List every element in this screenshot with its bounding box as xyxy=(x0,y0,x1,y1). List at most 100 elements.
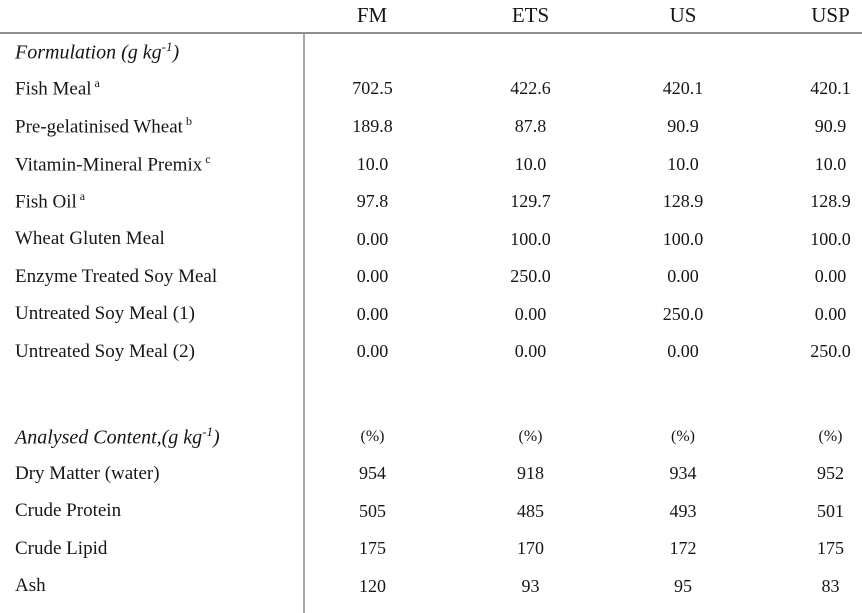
section-title-analysed-content: Analysed Content,(g kg-1) xyxy=(0,418,305,455)
value-cell: 0.00 xyxy=(356,266,389,286)
table-header-row: FM ETS US USP xyxy=(0,0,862,34)
value-cell: 95 xyxy=(674,575,692,596)
row-label: Fish Oil a xyxy=(0,183,305,220)
row-label-text: Fish Oil xyxy=(15,191,77,213)
row-label-text: Crude Lipid xyxy=(15,537,108,559)
value-cell: 0.00 xyxy=(667,341,699,361)
value-cell: 128.9 xyxy=(810,191,851,211)
row-label-text: Vitamin-Mineral Premix xyxy=(15,154,203,176)
value-cell: 10.0 xyxy=(667,153,699,174)
superscript-unit: -1 xyxy=(202,423,214,439)
row-label: Untreated Soy Meal (1) xyxy=(0,295,305,333)
spacer-cell xyxy=(0,605,305,613)
value-cell: 702.5 xyxy=(352,77,393,98)
row-label: Crude Lipid xyxy=(0,530,305,567)
section-title-close: ) xyxy=(172,41,180,64)
value-cell: 129.7 xyxy=(510,191,551,211)
value-cell: 485 xyxy=(517,500,544,521)
spacer-cell xyxy=(0,370,305,394)
superscript-unit: -1 xyxy=(161,38,173,54)
footnote-marker: a xyxy=(79,189,86,204)
row-label: Fish Meal a xyxy=(0,69,305,107)
unit-cell: (%) xyxy=(818,427,843,445)
table-row-ash: Ash 120 93 95 83 xyxy=(0,567,862,605)
row-label-text: Crude Protein xyxy=(15,500,122,521)
row-label-text: Pre-gelatinised Wheat xyxy=(15,116,183,138)
value-cell: 100.0 xyxy=(510,228,551,249)
section-title-text: Formulation (g kg xyxy=(15,41,162,64)
row-label-text: Fish Meal xyxy=(15,78,92,100)
spacer-cell xyxy=(759,394,862,418)
value-cell: 90.9 xyxy=(814,115,847,136)
value-cell: 87.8 xyxy=(514,115,547,136)
spacer-cell xyxy=(454,370,607,394)
value-cell: 189.8 xyxy=(352,115,393,136)
value-cell: 175 xyxy=(817,538,844,558)
value-cell: 10.0 xyxy=(814,153,847,174)
row-label: Enzyme Treated Soy Meal xyxy=(0,258,305,295)
footnote-marker: b xyxy=(185,113,192,128)
column-header-us: US xyxy=(607,0,759,34)
spacer-cell xyxy=(759,370,862,394)
footnote-marker: c xyxy=(205,151,211,166)
value-cell: 420.1 xyxy=(662,77,704,98)
value-cell: 934 xyxy=(669,463,697,483)
value-cell: 10.0 xyxy=(356,153,389,174)
unit-cell: (%) xyxy=(518,427,543,445)
spacer-cell xyxy=(759,605,862,613)
row-label-text: Enzyme Treated Soy Meal xyxy=(15,265,218,287)
unit-cell: (%) xyxy=(360,427,385,445)
unit-cell: (%) xyxy=(671,427,695,445)
table-row-dry-matter: Dry Matter (water) 954 918 934 952 xyxy=(0,455,862,492)
value-cell xyxy=(454,33,607,69)
section-title-formulation: Formulation (g kg-1) xyxy=(0,33,305,69)
table-row-us-meal-2: Untreated Soy Meal (2) 0.00 0.00 0.00 25… xyxy=(0,333,862,370)
spacer-row xyxy=(0,605,862,613)
header-corner-cell xyxy=(0,0,304,34)
value-cell: 250.0 xyxy=(662,303,704,324)
table-row-pregel-wheat: Pre-gelatinised Wheat b 189.8 87.8 90.9 9… xyxy=(0,107,862,145)
value-cell: 83 xyxy=(821,575,840,596)
value-cell: 97.8 xyxy=(356,191,389,211)
value-cell: 0.00 xyxy=(814,303,847,324)
value-cell: 420.1 xyxy=(810,77,851,98)
value-cell: 501 xyxy=(817,500,844,521)
row-label: Untreated Soy Meal (2) xyxy=(0,333,305,370)
value-cell: 100.0 xyxy=(662,228,704,249)
section-row-analysed-content: Analysed Content,(g kg-1) (%) (%) (%) (%… xyxy=(0,418,862,455)
table-row-crude-protein: Crude Protein 505 485 493 501 xyxy=(0,492,862,530)
value-cell: 128.9 xyxy=(662,191,704,211)
value-cell: 0.00 xyxy=(356,341,389,361)
value-cell: 0.00 xyxy=(356,228,389,249)
value-cell: 100.0 xyxy=(810,228,851,249)
value-cell: 0.00 xyxy=(356,303,389,324)
column-header-usp: USP xyxy=(759,0,862,34)
value-cell: 10.0 xyxy=(514,153,547,174)
section-row-formulation: Formulation (g kg-1) xyxy=(0,33,862,69)
row-label-text: Wheat Gluten Meal xyxy=(15,228,165,249)
value-cell: 954 xyxy=(359,463,386,483)
value-cell xyxy=(759,33,862,69)
row-label: Pre-gelatinised Wheat b xyxy=(0,107,305,145)
spacer-cell xyxy=(454,605,607,613)
row-label-text: Untreated Soy Meal (2) xyxy=(15,340,195,362)
row-label-text: Dry Matter (water) xyxy=(15,462,160,484)
row-label: Vitamin-Mineral Premix c xyxy=(0,145,305,183)
section-title-close: ) xyxy=(213,426,220,449)
table-row-us-meal-1: Untreated Soy Meal (1) 0.00 0.00 250.0 0… xyxy=(0,295,862,333)
row-label-text: Ash xyxy=(15,575,46,596)
spacer-cell xyxy=(454,394,607,418)
value-cell: 0.00 xyxy=(514,303,547,324)
footnote-marker: a xyxy=(94,75,100,90)
table-row-crude-lipid: Crude Lipid 175 170 172 175 xyxy=(0,530,862,567)
table-row-wheat-gluten: Wheat Gluten Meal 0.00 100.0 100.0 100.0 xyxy=(0,220,862,258)
table-row-fish-oil: Fish Oil a 97.8 129.7 128.9 128.9 xyxy=(0,183,862,220)
row-label: Crude Protein xyxy=(0,492,305,530)
value-cell: 952 xyxy=(817,463,844,483)
spacer-cell xyxy=(304,605,454,613)
value-cell: 250.0 xyxy=(510,266,551,286)
table-row-ets-meal: Enzyme Treated Soy Meal 0.00 250.0 0.00 … xyxy=(0,258,862,295)
section-title-text: Analysed Content,(g kg xyxy=(15,426,203,449)
